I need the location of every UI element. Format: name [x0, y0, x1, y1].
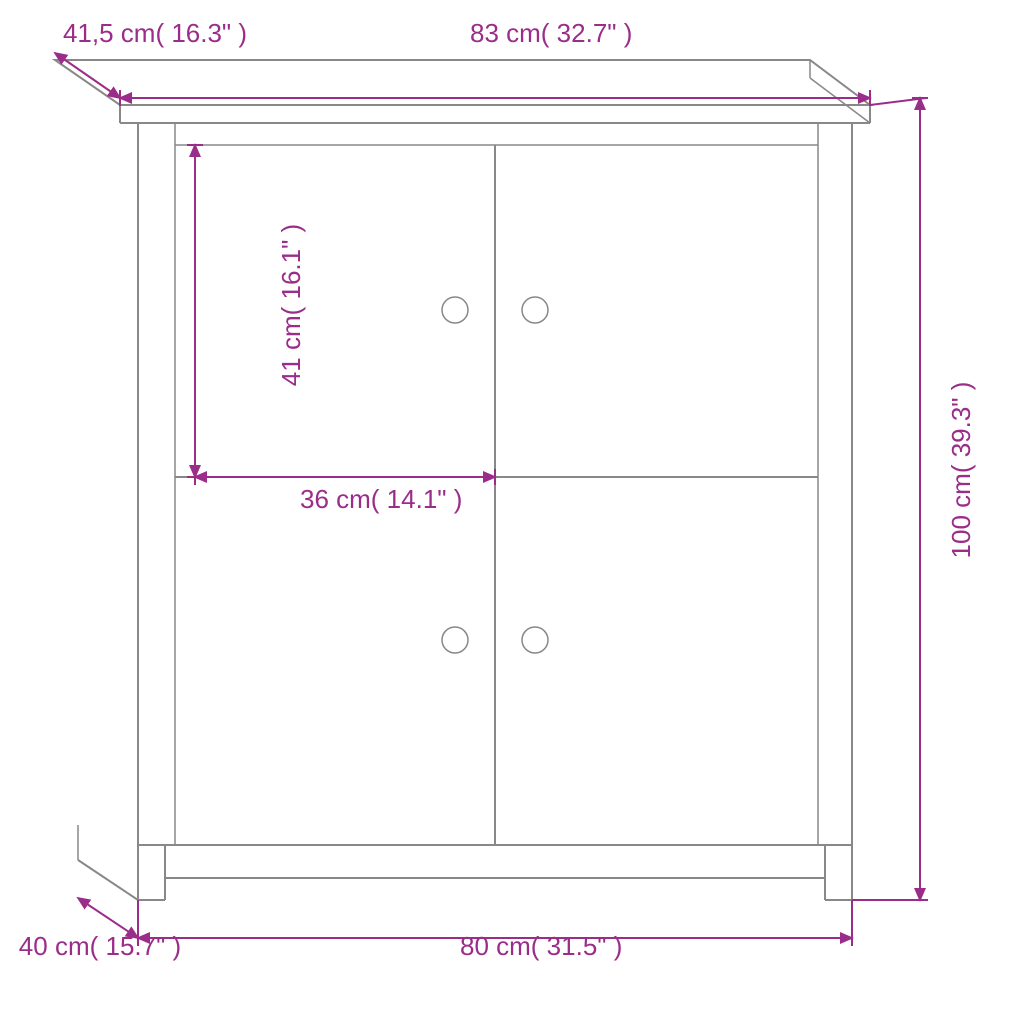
door-knob	[442, 627, 468, 653]
dim-top-width: 83 cm( 32.7" )	[470, 18, 632, 48]
door-knob	[522, 297, 548, 323]
dim-top-depth: 41,5 cm( 16.3" )	[63, 18, 247, 48]
dim-base-width: 80 cm( 31.5" )	[460, 931, 622, 961]
dim-base-depth: 40 cm( 15.7" )	[19, 931, 181, 961]
dim-door-height: 41 cm( 16.1" )	[276, 224, 306, 386]
dim-door-width: 36 cm( 14.1" )	[300, 484, 462, 514]
door-knob	[522, 627, 548, 653]
dim-height: 100 cm( 39.3" )	[946, 382, 976, 559]
door-knob	[442, 297, 468, 323]
dimension-diagram: 41,5 cm( 16.3" ) 83 cm( 32.7" ) 36 cm( 14.…	[0, 0, 1024, 1024]
